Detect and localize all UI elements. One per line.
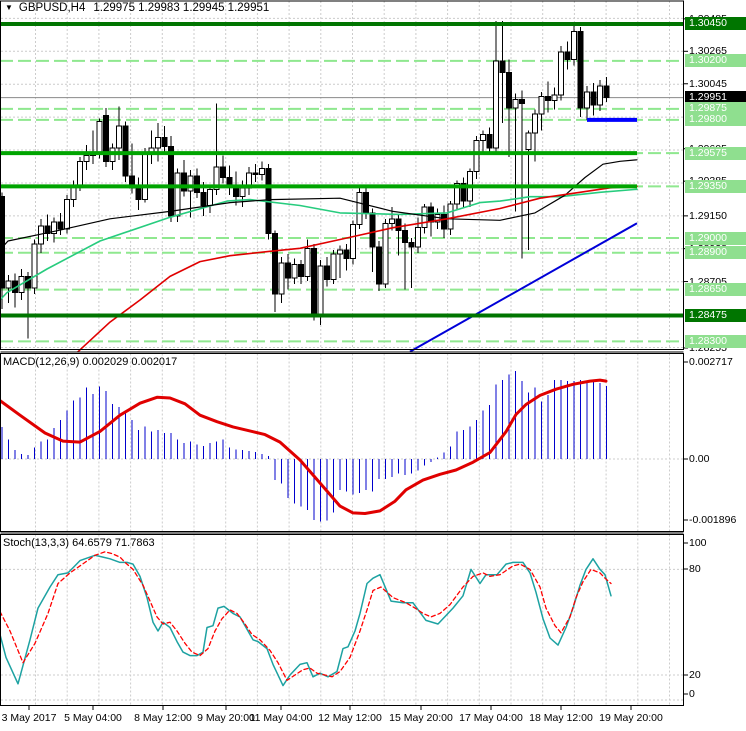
stoch-axis-label: 80 [689, 563, 701, 575]
macd-axis-label: 0.002717 [689, 356, 733, 368]
macd-axis-label: -0.001896 [689, 514, 737, 526]
level-price-box: 1.28475 [685, 309, 746, 322]
level-price-box: 1.28650 [685, 283, 746, 297]
time-axis-label: 15 May 20:00 [389, 712, 453, 724]
level-price-box: 1.29575 [685, 146, 746, 160]
price-axis-label: 1.30045 [689, 77, 727, 90]
level-price-box: 1.30200 [685, 54, 746, 68]
symbol-dropdown-icon[interactable]: ▼ [5, 3, 13, 12]
time-axis-label: 5 May 04:00 [64, 712, 122, 724]
stoch-axis-label: 100 [689, 537, 707, 549]
time-axis-label: 3 May 2017 [1, 712, 57, 724]
time-axis-label: 9 May 20:00 [197, 712, 255, 724]
stoch-indicator-label: Stoch(13,3,3) 64.6579 71.7863 [3, 537, 155, 549]
time-axis-label: 19 May 20:00 [599, 712, 663, 724]
time-axis-label: 8 May 12:00 [134, 712, 192, 724]
ohlc-readout: 1.29975 1.29983 1.29945 1.29951 [93, 2, 270, 14]
macd-axis-label: 0.00 [689, 453, 710, 465]
level-price-box: 1.30450 [685, 17, 746, 31]
level-price-box: 1.29800 [685, 113, 746, 127]
time-axis-label: 18 May 12:00 [529, 712, 593, 724]
price-axis-label: 1.30265 [689, 45, 727, 58]
stoch-axis-label: 20 [689, 669, 701, 681]
time-axis-label: 17 May 04:00 [459, 712, 523, 724]
current-price-box: 1.29951 [685, 91, 746, 105]
chart-title: ▼ GBPUSD,H4 1.29975 1.29983 1.29945 1.29… [5, 2, 269, 14]
macd-indicator-label: MACD(12,26,9) 0.002029 0.002017 [3, 356, 178, 368]
level-price-box: 1.28300 [685, 334, 746, 348]
symbol-timeframe-label: GBPUSD,H4 [18, 2, 86, 14]
time-axis-label: 11 May 04:00 [249, 712, 313, 724]
level-price-box: 1.29000 [685, 231, 746, 245]
stoch-axis-label: 0 [689, 688, 695, 700]
time-axis-label: 12 May 12:00 [318, 712, 382, 724]
level-price-box: 1.29875 [685, 102, 746, 116]
price-axis-label: 1.29150 [689, 209, 727, 222]
level-price-box: 1.29350 [685, 179, 746, 193]
level-price-box: 1.28900 [685, 246, 746, 260]
